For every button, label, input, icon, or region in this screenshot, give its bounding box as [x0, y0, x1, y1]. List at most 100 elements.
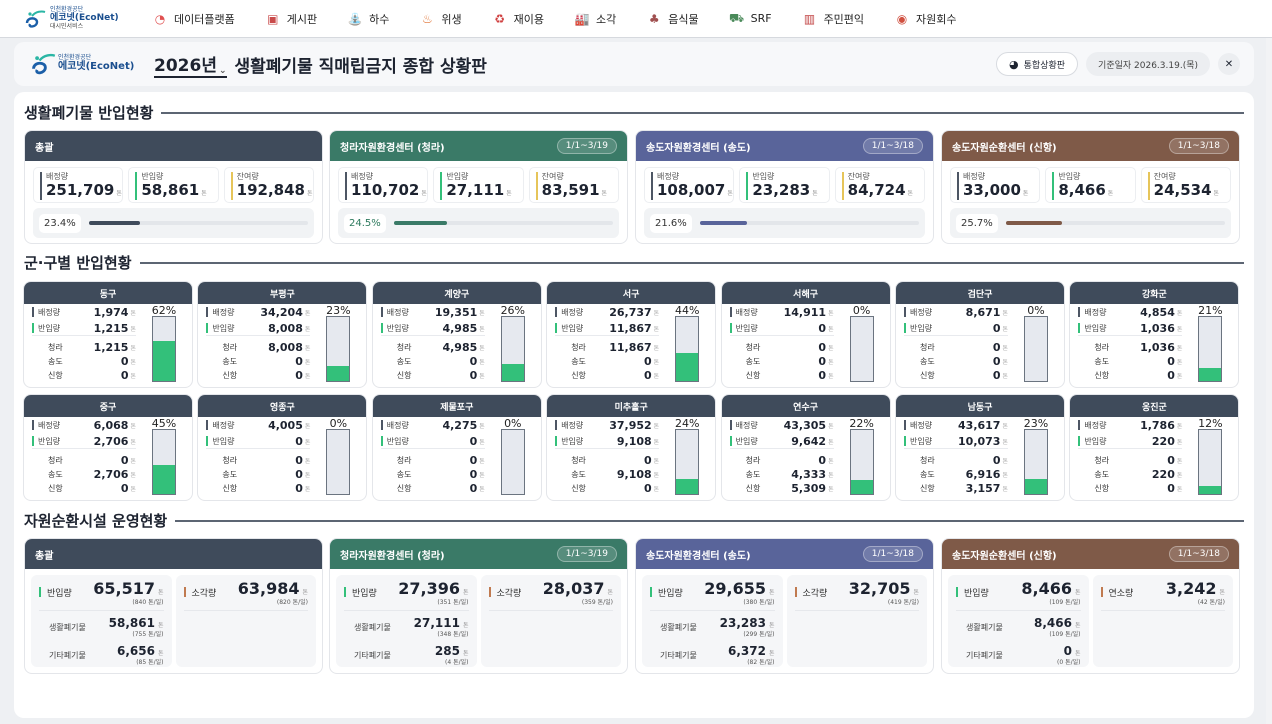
district-allocation-row: 배정량 19,351 톤: [380, 305, 485, 319]
page-scrollbar[interactable]: [1266, 38, 1272, 724]
row-label: 송도: [920, 356, 935, 366]
row-value: 0: [295, 481, 303, 495]
district-card[interactable]: 영종구 배정량 4,005 톤 반입량 0 톤 청라 0 톤 송도 0 톤 신항…: [197, 394, 368, 501]
output-label: 연소량: [1108, 589, 1134, 599]
district-card[interactable]: 중구 배정량 6,068 톤 반입량 2,706 톤 청라 0 톤 송도 2,7…: [23, 394, 193, 501]
section-heading: 자원순환시설 운영현황: [24, 512, 168, 530]
district-card[interactable]: 계양구 배정량 19,351 톤 반입량 4,985 톤 청라 4,985 톤 …: [371, 281, 542, 388]
row-value: 0: [1167, 354, 1175, 368]
unit: 톤: [1002, 485, 1008, 493]
district-card[interactable]: 미추홀구 배정량 37,952 톤 반입량 9,108 톤 청라 0 톤 송도 …: [546, 394, 717, 501]
divider: [161, 111, 1244, 114]
unit: 톤: [479, 422, 485, 430]
row-value: 0: [1167, 481, 1175, 495]
row-value: 0: [469, 434, 478, 448]
district-cheongna-row: 청라 1,215 톤: [32, 340, 136, 354]
facility-card-1: 청라자원환경센터 (청라) 1/1~3/19 반입량 27,396 톤 (351 …: [329, 538, 628, 674]
menu-item-6[interactable]: ♣ 음식물: [646, 11, 699, 27]
district-percent: 0%: [852, 304, 871, 317]
row-label: 청라: [222, 455, 238, 465]
output-box: 소각량 32,705 톤 (419 톤/일): [786, 575, 927, 667]
household-label: 생활폐기물: [660, 622, 697, 632]
district-card[interactable]: 서구 배정량 26,737 톤 반입량 11,867 톤 청라 11,867 톤…: [546, 281, 717, 388]
unit: 톤: [913, 589, 919, 596]
intake-value: 27,111: [446, 181, 505, 199]
menu-item-label: 소각: [595, 12, 617, 26]
row-value: 8,008: [268, 321, 303, 335]
remaining-value: 192,848: [236, 181, 305, 199]
unit: 톤: [828, 422, 834, 430]
district-card[interactable]: 연수구 배정량 43,305 톤 반입량 9,642 톤 청라 0 톤 송도 4…: [720, 394, 891, 501]
intake-value: 65,517: [93, 579, 155, 598]
integrated-dashboard-button[interactable]: ◕ 통합상황판: [996, 52, 1079, 76]
district-name: 연수구: [721, 395, 890, 417]
unit: 톤: [828, 344, 834, 352]
intake-stat: 반입량 58,861 톤: [128, 167, 219, 203]
menu-item-8[interactable]: ▥ 주민편익: [802, 11, 864, 27]
menu-item-1[interactable]: ▣ 게시판: [265, 11, 317, 27]
menu-item-label: 하수: [369, 12, 390, 26]
row-value: 0: [644, 481, 652, 495]
fullscreen-button[interactable]: ✕: [1218, 53, 1240, 75]
district-card[interactable]: 부평구 배정량 34,204 톤 반입량 8,008 톤 청라 8,008 톤 …: [197, 281, 368, 388]
row-value: 2,706: [93, 434, 129, 448]
unit: 톤: [304, 344, 311, 352]
stat-label: 잔여량: [236, 172, 259, 181]
district-card[interactable]: 검단구 배정량 8,671 톤 반입량 0 톤 청라 0 톤 송도 0 톤 신항…: [895, 281, 1065, 388]
brand-logo[interactable]: 인천환경공단 에코넷(EcoNet) 대시민서비스: [24, 7, 152, 30]
district-card[interactable]: 동구 배정량 1,974 톤 반입량 1,215 톤 청라 1,215 톤 송도…: [23, 281, 193, 388]
menu-item-9[interactable]: ◉ 자원회수: [894, 11, 957, 27]
row-value: 220: [1151, 434, 1175, 448]
district-card[interactable]: 남동구 배정량 43,617 톤 반입량 10,073 톤 청라 0 톤 송도 …: [895, 394, 1065, 501]
row-value: 0: [992, 368, 1001, 382]
district-intake-row: 반입량 1,036 톤: [1078, 321, 1182, 335]
district-intake-row: 반입량 9,642 톤: [729, 434, 834, 448]
row-label: 청라: [1094, 342, 1110, 352]
intake-daily: (351 톤/일): [437, 599, 469, 606]
year-value: 2026년: [154, 55, 217, 76]
district-card[interactable]: 옹진군 배정량 1,786 톤 반입량 220 톤 청라 0 톤 송도 220 …: [1069, 394, 1240, 501]
district-sinhang-row: 신항 0 톤: [1078, 481, 1182, 495]
row-value: 0: [992, 453, 1001, 467]
unit: 톤: [828, 438, 834, 446]
unit: 톤: [479, 485, 485, 493]
district-percent: 0%: [504, 417, 522, 430]
row-label: 청라: [1094, 455, 1110, 465]
row-label: 배정량: [386, 307, 409, 317]
row-label: 반입량: [910, 436, 933, 446]
other-value: 285: [434, 643, 460, 658]
row-label: 반입량: [561, 436, 584, 446]
district-name: 계양구: [372, 282, 541, 304]
row-value: 0: [120, 481, 129, 495]
row-label: 배정량: [561, 307, 584, 317]
remaining-value: 84,724: [847, 181, 906, 199]
menu-item-7[interactable]: ⛟ SRF: [729, 11, 772, 27]
row-label: 청라: [920, 342, 935, 352]
district-card[interactable]: 서해구 배정량 14,911 톤 반입량 0 톤 청라 0 톤 송도 0 톤 신…: [720, 281, 891, 388]
district-songdo-row: 송도 0 톤: [555, 354, 659, 368]
row-value: 0: [992, 354, 1001, 368]
period-badge: 1/1~3/18: [1168, 138, 1229, 154]
menu-item-0[interactable]: ◔ 데이터플랫폼: [152, 11, 235, 27]
district-card[interactable]: 제물포구 배정량 4,275 톤 반입량 0 톤 청라 0 톤 송도 0 톤 신…: [371, 394, 542, 501]
district-progress-bar: [1198, 316, 1223, 382]
district-name: 미추홀구: [547, 395, 716, 417]
district-intake-row: 반입량 4,985 톤: [380, 321, 485, 335]
menu-item-5[interactable]: 🏭 소각: [574, 11, 617, 27]
menu-item-2[interactable]: ⛲ 하수: [347, 11, 390, 27]
menu-item-4[interactable]: ♻ 재이용: [492, 11, 544, 27]
district-card[interactable]: 강화군 배정량 4,854 톤 반입량 1,036 톤 청라 1,036 톤 송…: [1069, 281, 1240, 388]
period-badge: 1/1~3/19: [556, 138, 617, 154]
year-select[interactable]: 2026년 ⌄: [154, 51, 227, 78]
district-allocation-row: 배정량 37,952 톤: [555, 418, 659, 432]
output-value: 3,242: [1165, 579, 1217, 598]
intake-value: 8,466: [1021, 579, 1072, 598]
unit: 톤: [304, 422, 311, 430]
district-allocation-row: 배정량 43,617 톤: [904, 418, 1008, 432]
dashboard-main: 생활폐기물 반입현황 총괄 배정량 251,709 톤 반입량 58,861 톤 잔…: [14, 92, 1254, 718]
unit: 톤: [828, 372, 834, 380]
card-header: 송도자원순환센터 (신항) 1/1~3/18: [942, 539, 1239, 569]
row-value: 0: [120, 453, 129, 467]
unit: 톤: [304, 457, 311, 465]
menu-item-3[interactable]: ♨ 위생: [419, 11, 462, 27]
